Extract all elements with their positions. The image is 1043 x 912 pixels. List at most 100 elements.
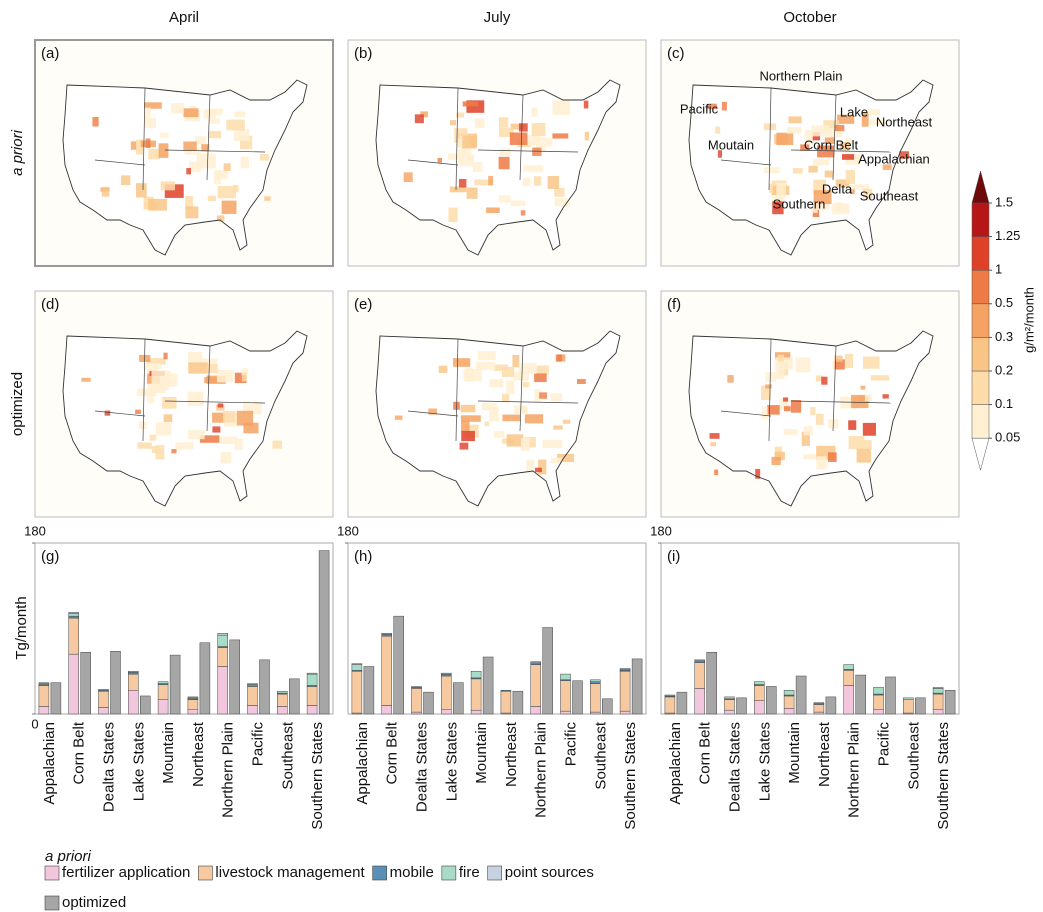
x-tick-label: Southern States bbox=[935, 722, 952, 830]
emission-patch bbox=[813, 190, 832, 205]
emission-patch bbox=[498, 195, 511, 203]
stacked-bar-segment bbox=[873, 694, 884, 710]
emission-patch bbox=[135, 409, 141, 415]
optimized-bar bbox=[736, 697, 747, 715]
plot-frame bbox=[34, 542, 334, 715]
colorbar-bottom bbox=[971, 437, 990, 472]
x-tick-label: Southern States bbox=[622, 722, 639, 830]
emission-patch bbox=[458, 154, 475, 167]
emission-patch bbox=[870, 375, 890, 381]
region-label: Appalachian bbox=[858, 151, 930, 166]
emission-patch bbox=[831, 203, 850, 215]
emission-patch bbox=[860, 385, 866, 390]
stacked-bar-segment bbox=[128, 690, 139, 715]
stacked-bar-segment bbox=[351, 663, 363, 665]
emission-patch bbox=[810, 406, 816, 416]
colorbar-level bbox=[971, 404, 990, 439]
emission-patch bbox=[510, 123, 524, 130]
emission-patch bbox=[532, 147, 542, 156]
emission-patch bbox=[459, 442, 469, 450]
panel-label: (e) bbox=[354, 296, 372, 313]
optimized-bar bbox=[706, 652, 717, 715]
emission-patch bbox=[428, 408, 438, 415]
emission-patch bbox=[188, 161, 202, 172]
x-tick-label: Corn Belt bbox=[697, 721, 714, 784]
optimized-bar bbox=[825, 696, 837, 715]
optimized-bar bbox=[453, 682, 464, 715]
stacked-bar-segment bbox=[306, 673, 318, 686]
stacked-bar-segment bbox=[38, 706, 50, 715]
emission-patch bbox=[501, 366, 515, 377]
region-border bbox=[206, 345, 211, 432]
emission-patch bbox=[811, 202, 818, 213]
x-tick-label: Northern Plain bbox=[220, 722, 237, 818]
emission-patch bbox=[512, 354, 520, 368]
stacked-bar-segment bbox=[277, 706, 288, 715]
emission-patch bbox=[786, 127, 802, 134]
emission-patch bbox=[233, 129, 250, 142]
emission-patch bbox=[526, 459, 535, 471]
emission-patch bbox=[221, 200, 237, 214]
colorbar-top bbox=[971, 170, 990, 204]
emission-patch bbox=[207, 195, 216, 202]
emission-patch bbox=[771, 456, 781, 466]
emission-patch bbox=[207, 364, 218, 374]
emission-patch bbox=[552, 133, 569, 139]
stacked-bar-segment bbox=[441, 709, 452, 715]
emission-patch bbox=[453, 358, 471, 367]
emission-patch bbox=[220, 452, 232, 464]
emission-patch bbox=[213, 170, 221, 185]
emission-patch bbox=[709, 433, 720, 439]
stacked-bar-segment bbox=[783, 708, 795, 715]
emission-patch bbox=[513, 372, 529, 381]
region-border bbox=[832, 94, 837, 181]
stacked-bar-segment bbox=[619, 668, 631, 670]
emission-patch bbox=[803, 426, 813, 436]
emission-patch bbox=[149, 434, 157, 441]
x-tick-label: Appalachian bbox=[667, 722, 684, 805]
emission-patch bbox=[816, 456, 827, 470]
legend-swatch bbox=[44, 865, 60, 881]
stacked-bar-segment bbox=[68, 615, 79, 619]
emission-patch bbox=[144, 117, 156, 129]
x-tick-label: Southeast bbox=[279, 721, 296, 789]
colorbar-level bbox=[971, 337, 990, 372]
emission-patch bbox=[509, 132, 528, 145]
emission-patch bbox=[240, 156, 250, 169]
emission-patch bbox=[466, 187, 478, 199]
emission-patch bbox=[531, 122, 546, 137]
panel-label: (b) bbox=[354, 45, 372, 62]
legend-label: point sources bbox=[505, 864, 594, 881]
emission-patch bbox=[148, 148, 161, 160]
optimized-bar bbox=[676, 691, 688, 715]
stacked-bar-segment bbox=[783, 695, 795, 709]
region-border bbox=[720, 159, 772, 166]
stacked-bar-segment bbox=[873, 709, 884, 715]
emission-patch bbox=[534, 373, 547, 383]
emission-patch bbox=[145, 138, 151, 149]
optimized-bar bbox=[631, 658, 643, 715]
region-border bbox=[768, 338, 772, 442]
emission-patch bbox=[714, 469, 719, 476]
stacked-bar-segment bbox=[411, 711, 422, 715]
emission-patch bbox=[800, 144, 810, 151]
emission-patch bbox=[81, 377, 91, 382]
stacked-bar-segment bbox=[530, 661, 541, 663]
emission-patch bbox=[199, 358, 218, 367]
stacked-bar-segment bbox=[590, 711, 601, 715]
colorbar-label: g/m²/month bbox=[1021, 287, 1036, 353]
emission-patch bbox=[448, 153, 463, 160]
emission-patch bbox=[144, 107, 151, 119]
emission-patch bbox=[755, 468, 761, 479]
stacked-bar-segment bbox=[306, 672, 318, 675]
legend-swatch bbox=[441, 865, 457, 881]
emission-patch bbox=[535, 137, 547, 152]
emission-patch bbox=[148, 198, 167, 211]
region-label: Delta bbox=[822, 181, 853, 196]
colorbar-level bbox=[971, 269, 990, 305]
x-tick-label: Lake States bbox=[756, 722, 773, 801]
emission-patch bbox=[498, 117, 509, 128]
emission-patch bbox=[474, 179, 493, 186]
x-tick-label: Dealta States bbox=[413, 722, 430, 812]
